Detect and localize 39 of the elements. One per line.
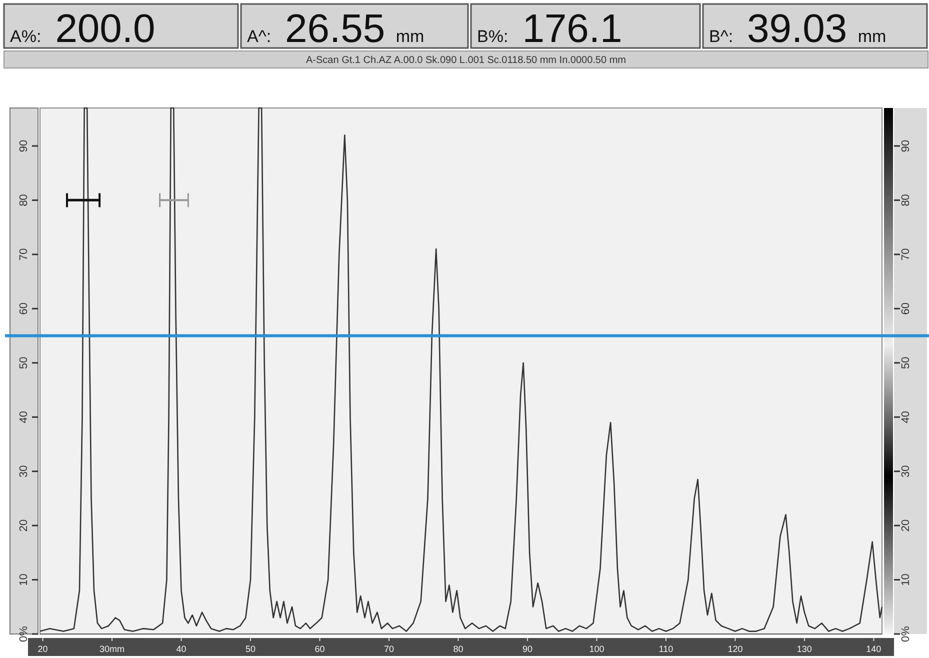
y2-tick-label: 40 (900, 410, 912, 424)
y2-tick-label: 90 (900, 140, 912, 152)
x-tick-label: 60 (314, 644, 325, 654)
x-tick-label: 90 (522, 644, 532, 654)
x-tick-label: 40 (176, 644, 186, 654)
y2-tick-label: 50 (900, 356, 912, 369)
y-tick-label: 20 (18, 519, 30, 532)
y2-tick-label: 80 (900, 194, 912, 206)
y-tick-label: 30 (18, 465, 30, 478)
text: A%: 200.0 (10, 7, 156, 51)
x-tick-label: 70 (384, 644, 394, 654)
x-tick-label: 30mm (100, 644, 125, 654)
y2-tick-label: 60 (900, 302, 912, 315)
y-tick-label: 70 (18, 248, 30, 261)
x-tick-label: 130 (796, 644, 812, 654)
text: A^: 26.55 mm (247, 7, 424, 51)
y-tick-label: 50 (18, 356, 30, 369)
chart-subtitle: A-Scan Gt.1 Ch.AZ A.00.0 Sk.090 L.001 Sc.0118.50 mm In.0000.50 mm (306, 55, 626, 66)
x-tick-label: 110 (658, 644, 674, 654)
y2-tick-label: 10 (900, 574, 912, 586)
y-tick-label: 90 (18, 140, 30, 152)
y-tick-label: 10 (18, 574, 30, 586)
x-tick-label: 20 (38, 644, 48, 654)
y-tick-label: 40 (18, 410, 30, 424)
text: B^: 39.03 mm (709, 7, 886, 51)
y2-tick-label: 0% (900, 626, 912, 642)
x-tick-label: 80 (453, 644, 464, 654)
x-tick-label: 50 (245, 644, 256, 654)
y2-tick-label: 70 (900, 248, 912, 261)
x-tick-label: 120 (728, 644, 743, 654)
text: B%: 176.1 (477, 7, 622, 51)
y-tick-label: 60 (18, 302, 30, 315)
y-tick-label: 80 (18, 194, 30, 206)
y2-tick-label: 30 (900, 465, 912, 478)
line-series (39, 107, 883, 632)
x-tick-label: 100 (589, 644, 604, 654)
y2-tick-label: 20 (900, 519, 912, 532)
x-tick-label: 140 (866, 644, 882, 654)
y-tick-label: 0% (18, 626, 30, 642)
